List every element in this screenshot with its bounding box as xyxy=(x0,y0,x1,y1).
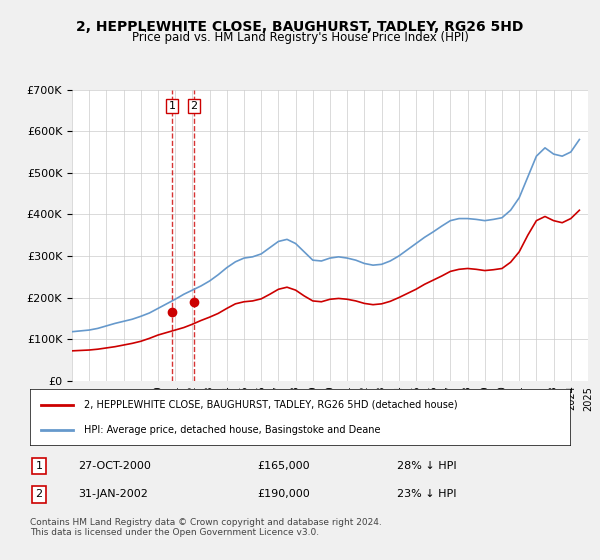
Text: HPI: Average price, detached house, Basingstoke and Deane: HPI: Average price, detached house, Basi… xyxy=(84,424,380,435)
Text: Price paid vs. HM Land Registry's House Price Index (HPI): Price paid vs. HM Land Registry's House … xyxy=(131,31,469,44)
Text: 2: 2 xyxy=(35,489,43,500)
Text: £165,000: £165,000 xyxy=(257,461,310,471)
Text: 2, HEPPLEWHITE CLOSE, BAUGHURST, TADLEY, RG26 5HD (detached house): 2, HEPPLEWHITE CLOSE, BAUGHURST, TADLEY,… xyxy=(84,400,458,410)
Text: Contains HM Land Registry data © Crown copyright and database right 2024.
This d: Contains HM Land Registry data © Crown c… xyxy=(30,518,382,538)
Text: 28% ↓ HPI: 28% ↓ HPI xyxy=(397,461,457,471)
Text: 27-OCT-2000: 27-OCT-2000 xyxy=(79,461,151,471)
Text: £190,000: £190,000 xyxy=(257,489,310,500)
Text: 31-JAN-2002: 31-JAN-2002 xyxy=(79,489,148,500)
Text: 2: 2 xyxy=(190,101,197,111)
Text: 1: 1 xyxy=(169,101,176,111)
Text: 2, HEPPLEWHITE CLOSE, BAUGHURST, TADLEY, RG26 5HD: 2, HEPPLEWHITE CLOSE, BAUGHURST, TADLEY,… xyxy=(76,20,524,34)
Text: 1: 1 xyxy=(35,461,43,471)
Text: 23% ↓ HPI: 23% ↓ HPI xyxy=(397,489,457,500)
